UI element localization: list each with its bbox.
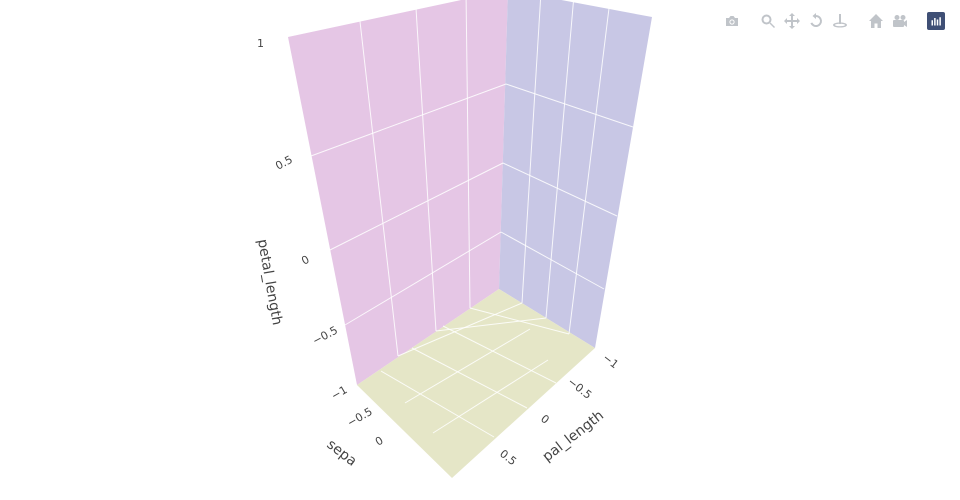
z-axis-title: petal_length: [254, 238, 285, 327]
modebar-group-drag: [756, 11, 852, 31]
z-tick-1: 1: [257, 37, 264, 50]
y-tick--1: −1: [600, 351, 621, 371]
x-tick--0.5: −0.5: [345, 405, 375, 430]
orbit-rotation-icon[interactable]: [804, 11, 828, 31]
modebar-group-export: [720, 11, 744, 31]
x-axis-title: sepa: [324, 437, 360, 470]
z-tick-0: 0: [299, 253, 311, 268]
z-tick--0.5: −0.5: [310, 324, 340, 348]
z-tick-0.5: 0.5: [273, 153, 295, 173]
camera-icon[interactable]: [720, 11, 744, 31]
right-wall: [499, 0, 652, 348]
last-save-camera-icon[interactable]: [888, 11, 912, 31]
x-tick-0: 0: [373, 434, 386, 449]
y-tick-0: 0: [538, 412, 552, 427]
pan-icon[interactable]: [780, 11, 804, 31]
modebar-group-logo: [924, 11, 948, 31]
plotly-logo-icon: [927, 12, 945, 30]
y-tick--0.5: −0.5: [565, 375, 594, 402]
modebar: [708, 11, 948, 31]
floor-grid: [380, 302, 570, 438]
y-tick-0.5: 0.5: [497, 447, 519, 468]
right-wall-grid: [500, 0, 634, 335]
modebar-group-camera: [864, 11, 912, 31]
zoom-icon[interactable]: [756, 11, 780, 31]
x-tick--1: −1: [329, 383, 350, 402]
floor: [357, 289, 595, 478]
home-icon[interactable]: [864, 11, 888, 31]
left-wall-grid: [310, 0, 507, 357]
left-wall: [288, 0, 508, 385]
plotly-logo-link[interactable]: [924, 11, 948, 31]
turntable-rotation-icon[interactable]: [828, 11, 852, 31]
